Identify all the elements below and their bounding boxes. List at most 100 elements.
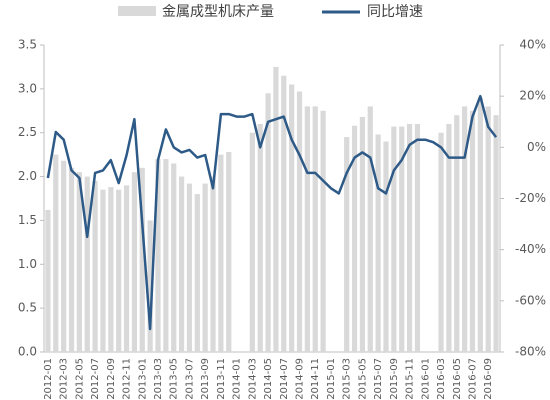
x-tick-label: 2013-09 <box>200 358 211 400</box>
y2-tick-label: 20% <box>519 89 546 103</box>
y2-tick-label: -40% <box>515 242 546 256</box>
bar <box>438 132 444 352</box>
x-tick-label: 2012-05 <box>74 358 85 400</box>
bar <box>194 194 200 352</box>
bar <box>375 134 381 352</box>
x-tick-label: 2012-11 <box>122 358 133 400</box>
bar <box>414 123 421 352</box>
bar <box>100 189 106 352</box>
x-tick-label: 2012-03 <box>59 358 70 400</box>
y-tick-label: 3.0 <box>18 81 37 95</box>
x-tick-label: 2013-01 <box>137 358 148 400</box>
x-tick-label: 2015-03 <box>342 358 353 400</box>
y2-tick-label: -60% <box>515 293 546 307</box>
bar <box>367 106 373 353</box>
bar <box>178 176 185 352</box>
bar <box>359 116 366 352</box>
y-tick-label: 2.5 <box>18 125 37 139</box>
y-tick-label: 0.5 <box>18 301 37 315</box>
x-tick-label: 2014-09 <box>295 358 306 400</box>
x-tick-label: 2014-11 <box>310 358 321 400</box>
bar <box>493 115 499 353</box>
bar <box>265 93 271 352</box>
x-tick-label: 2015-01 <box>326 358 337 400</box>
y2-tick-label: 40% <box>519 38 546 52</box>
bar <box>92 180 98 352</box>
bar <box>45 209 51 352</box>
y-tick-label: 1.0 <box>18 257 37 271</box>
bar <box>84 176 90 352</box>
x-tick-label: 2012-07 <box>90 358 101 400</box>
x-tick-label: 2015-05 <box>357 358 368 400</box>
bar <box>296 91 303 352</box>
bar <box>477 97 483 352</box>
bar <box>108 187 114 352</box>
bar <box>462 106 468 353</box>
bar <box>226 152 232 352</box>
legend-label: 同比增速 <box>367 4 423 20</box>
x-tick-label: 2015-09 <box>389 358 400 400</box>
x-tick-label: 2013-11 <box>216 358 227 400</box>
bar <box>391 126 397 353</box>
y-tick-label: 0.0 <box>18 345 37 359</box>
bar <box>454 115 460 353</box>
bar <box>68 167 75 352</box>
y-tick-label: 2.0 <box>18 169 37 183</box>
bar <box>53 154 59 352</box>
x-tick-label: 2014-05 <box>263 358 274 400</box>
bar <box>446 123 452 352</box>
x-tick-label: 2013-03 <box>153 358 164 400</box>
x-tick-label: 2012-09 <box>106 358 117 400</box>
bar <box>281 75 287 352</box>
bar <box>383 141 389 352</box>
bar <box>304 106 310 353</box>
x-tick-label: 2015-07 <box>373 358 384 400</box>
x-tick-label: 2015-11 <box>405 358 416 400</box>
bar <box>344 137 350 352</box>
bar <box>163 159 169 352</box>
x-tick-label: 2014-01 <box>232 358 243 400</box>
bar <box>155 159 161 352</box>
bar <box>139 167 145 352</box>
y-tick-label: 1.5 <box>18 213 37 227</box>
bar <box>406 123 413 352</box>
bar <box>147 220 153 352</box>
legend-swatch <box>118 6 156 16</box>
bar <box>61 160 67 352</box>
bar <box>249 132 255 352</box>
bar <box>218 154 224 352</box>
bar <box>131 172 138 352</box>
x-tick-label: 2014-03 <box>247 358 258 400</box>
bar <box>76 172 82 352</box>
x-tick-label: 2016-09 <box>483 358 494 400</box>
y2-tick-label: -20% <box>515 191 546 205</box>
y-tick-label: 3.5 <box>18 38 37 52</box>
bar <box>116 189 122 352</box>
bar <box>485 106 491 353</box>
bar <box>289 84 295 352</box>
bar <box>210 176 216 352</box>
bar <box>273 66 279 352</box>
line <box>46 94 498 331</box>
y2-tick-label: -80% <box>515 345 546 359</box>
bar <box>351 125 358 352</box>
x-tick-label: 2016-03 <box>436 358 447 400</box>
x-tick-label: 2014-07 <box>279 358 290 400</box>
bar <box>186 183 193 352</box>
x-tick-label: 2016-07 <box>467 358 478 400</box>
legend-label: 金属成型机床产量 <box>162 4 274 20</box>
y2-tick-label: 0% <box>527 140 546 154</box>
bar <box>312 106 318 353</box>
x-tick-label: 2013-05 <box>169 358 180 400</box>
bar <box>469 110 476 353</box>
bar <box>399 126 405 353</box>
x-tick-label: 2013-07 <box>184 358 195 400</box>
bar <box>171 163 177 352</box>
bar <box>257 123 263 352</box>
bar <box>123 185 130 352</box>
x-tick-label: 2016-01 <box>420 358 431 400</box>
x-tick-label: 2012-01 <box>43 358 54 400</box>
x-tick-label: 2016-05 <box>452 358 463 400</box>
bar <box>202 183 208 352</box>
